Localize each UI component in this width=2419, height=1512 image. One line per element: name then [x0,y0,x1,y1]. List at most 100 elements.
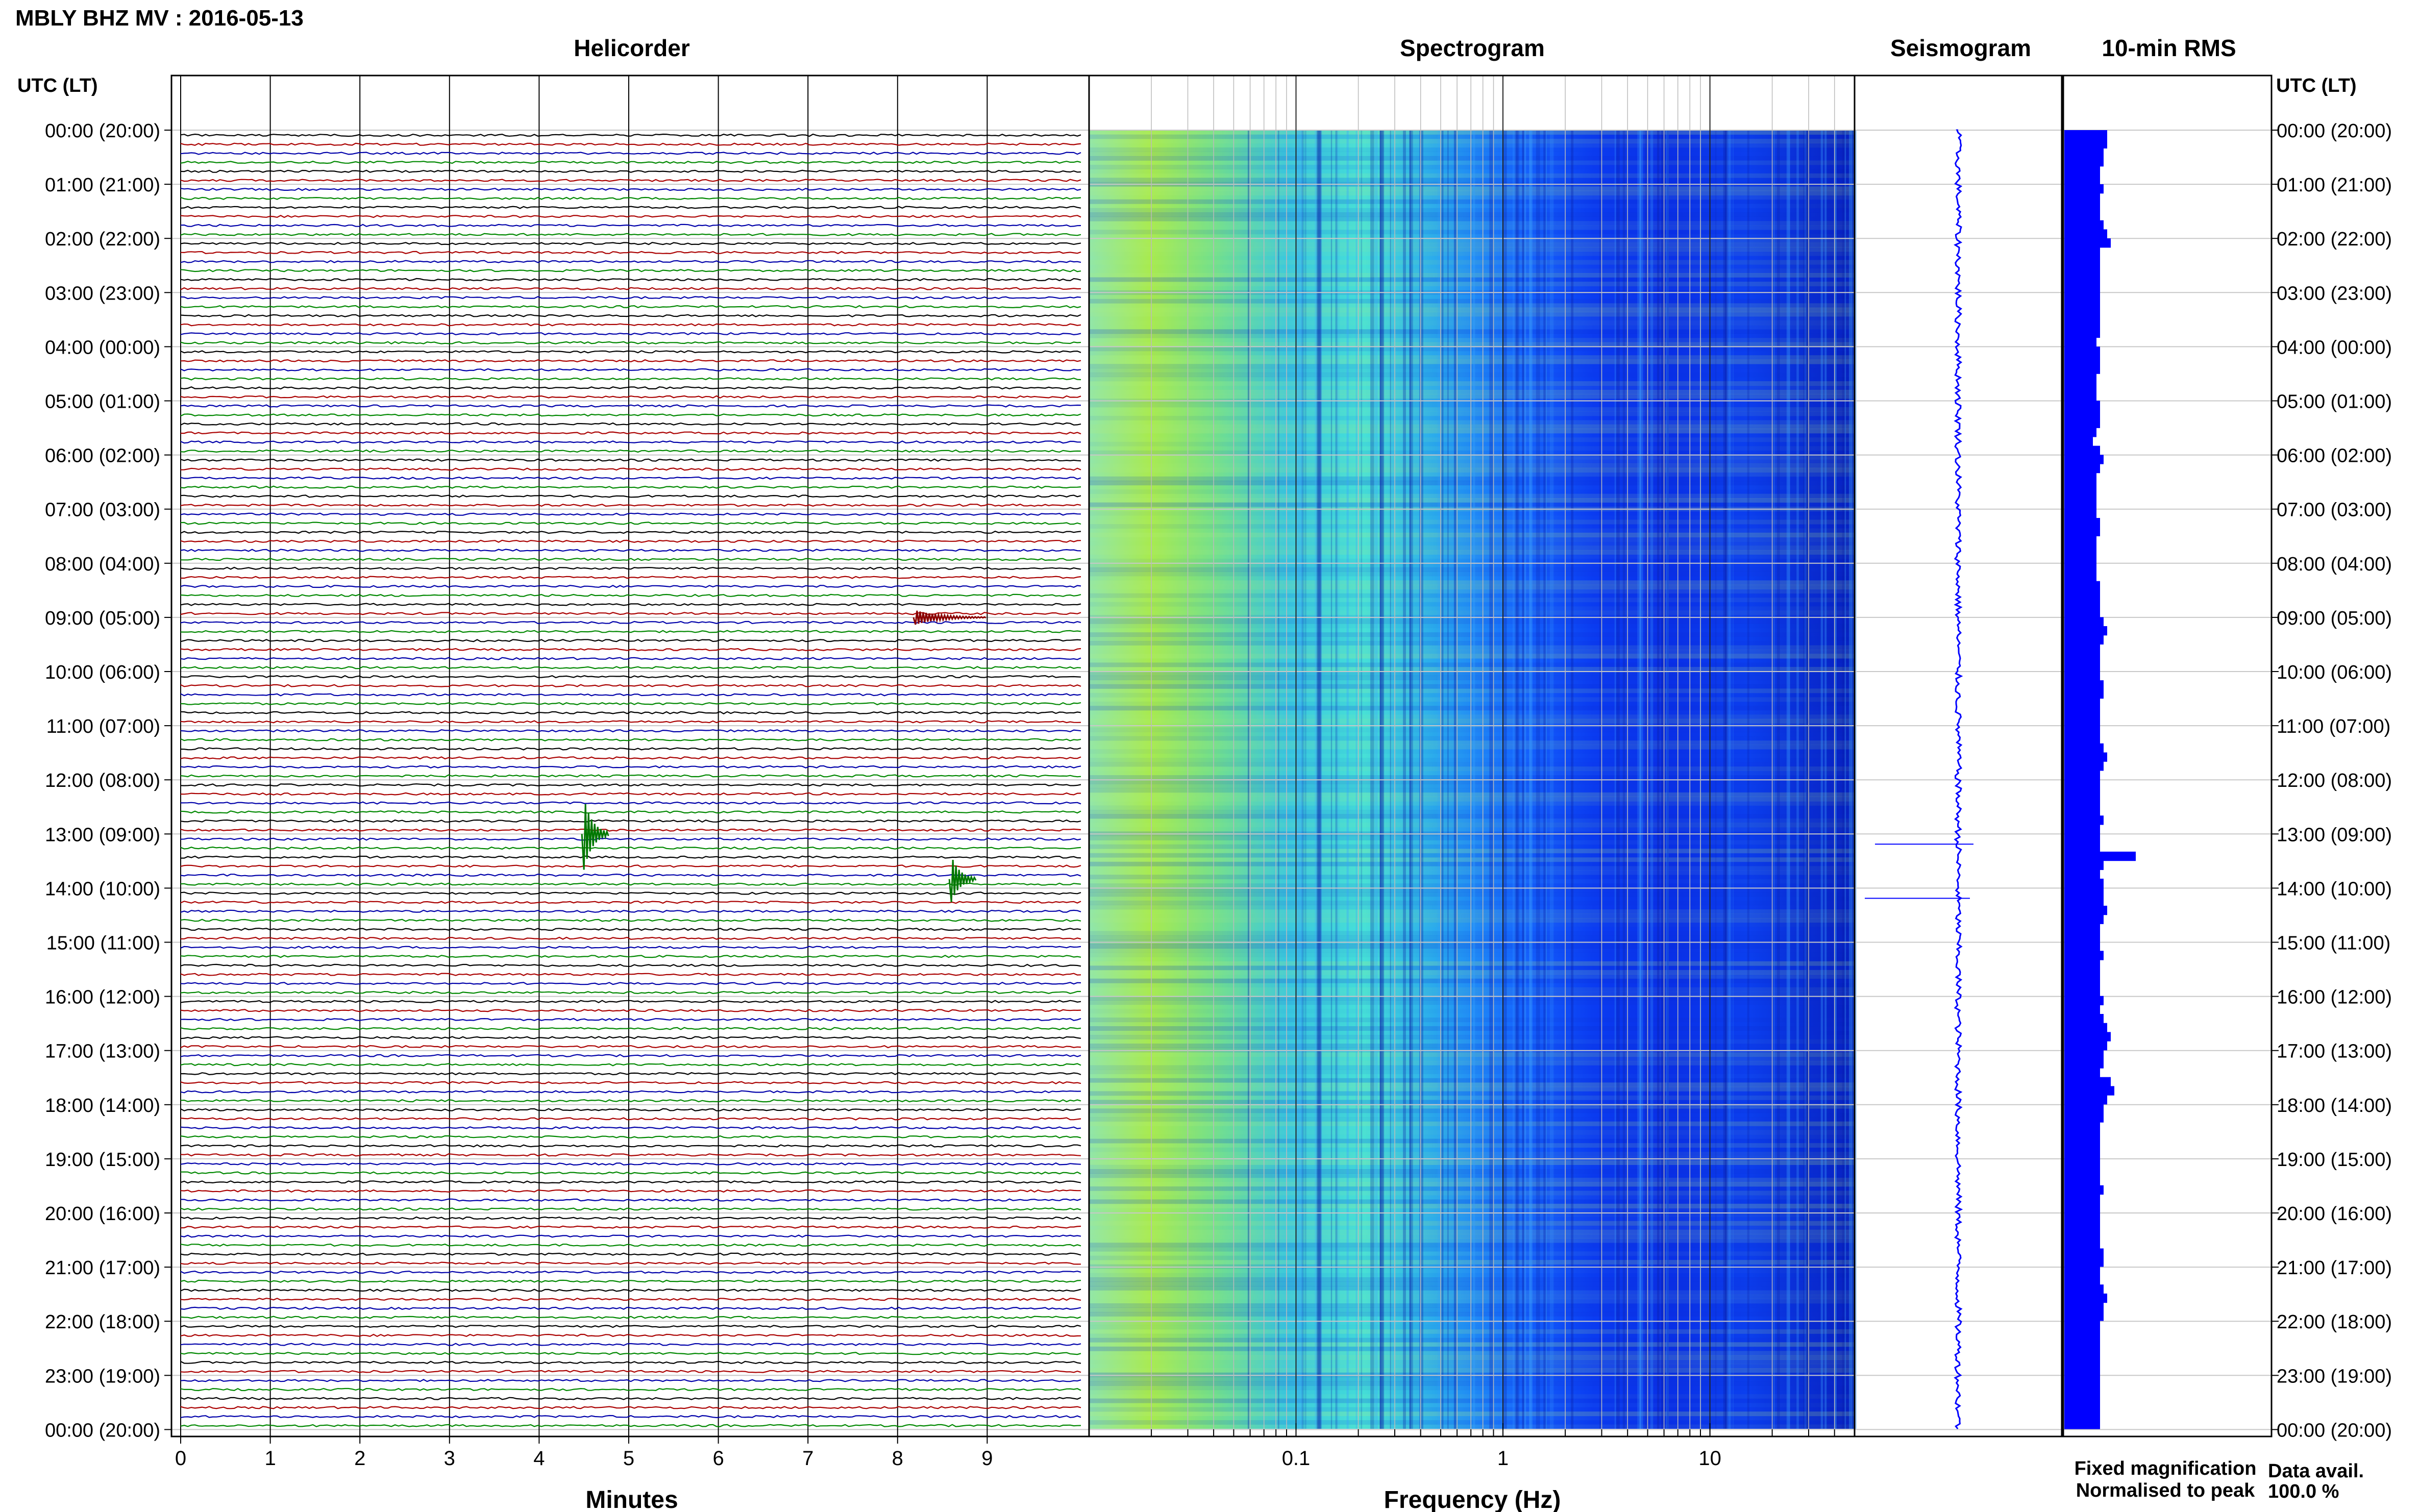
data-availability-label: Data avail. [2268,1460,2364,1482]
rms-bar [2064,1005,2100,1014]
helicorder-trace [180,792,1081,796]
rms-bar [2064,428,2096,437]
spectrogram-row-band [1089,1316,1855,1321]
spectrogram-row-band [1089,996,1855,1001]
spectrogram-row-band [1089,515,1855,520]
spectrogram-row-band [1089,143,1855,148]
spectrogram-row-band [1089,1112,1855,1118]
helicorder-trace [180,1415,1081,1419]
helicorder-trace [180,819,1081,823]
spectrogram-row-band [1089,714,1855,720]
rms-bar [2064,1230,2100,1240]
spectrogram-row-band [1089,251,1855,256]
helicorder-trace [180,476,1081,480]
spectrogram-row-band [1089,394,1855,399]
spectrogram-row-band [1089,1281,1855,1286]
spectrogram-row-band [1089,364,1855,369]
helicorder-trace [180,160,1081,164]
spectrogram-row-band [1089,1364,1855,1369]
rms-bar [2064,626,2107,636]
helicorder-trace [180,801,1081,805]
spectrogram-row-band [1089,450,1855,455]
spectrogram-row-band [1089,736,1855,741]
spectrogram-row-band [1089,1000,1855,1005]
rms-bar [2064,914,2104,924]
spectrogram-row-band [1089,909,1855,914]
helicorder-trace [180,152,1081,155]
spectrogram-row-band [1089,377,1855,382]
spectrogram-row-band [1089,346,1855,352]
helicorder-trace [180,395,1081,399]
spectrogram-row-band [1089,320,1855,326]
spectrogram-row-band [1089,1208,1855,1213]
spectrogram-row-band [1089,1269,1855,1273]
spectrogram-row-band [1089,273,1855,278]
rms-bar [2064,1059,2104,1069]
spectrogram-row-band [1089,420,1855,425]
axes-layer [164,75,2279,1444]
left-time-axis-label: UTC (LT) [17,75,98,96]
helicorder-trace [180,1153,1081,1157]
spectrogram-row-band [1089,754,1855,758]
spectrogram-row-band [1089,294,1855,299]
rms-bar [2064,509,2096,518]
helicorder-trace [180,828,1081,832]
helicorder-trace [180,196,1081,200]
right-time-tick-label: 07:00 (03:00) [2277,500,2392,521]
spectrogram-row-band [1089,1368,1855,1373]
helicorder-trace [180,1018,1081,1022]
spectrogram-row-band [1089,424,1855,429]
spectrogram-row-band [1089,918,1855,923]
spectrogram-row-band [1089,1143,1855,1148]
spectrogram-row-band [1089,814,1855,819]
spectrogram-row-band [1089,225,1855,230]
spectrogram-row-band [1089,1372,1855,1377]
spectrogram-row-band [1089,411,1855,416]
legend-normalised-to-peak: Normalised to peak [2076,1480,2255,1501]
rms-bar [2064,779,2100,789]
left-time-tick-label: 20:00 (16:00) [45,1203,160,1225]
helicorder-trace [180,1424,1081,1427]
rms-bar [2064,1041,2107,1051]
spectrogram-row-band [1089,1005,1855,1009]
helicorder-trace [180,684,1081,687]
spectrogram-row-band [1089,702,1855,706]
helicorder-trace [180,873,1081,877]
spectrogram-row-band [1089,866,1855,871]
right-time-tick-label: 06:00 (02:00) [2277,445,2392,467]
spectrogram-row-band [1089,931,1855,936]
helicorder-trace [180,693,1081,697]
rms-bar [2064,1104,2104,1114]
spectrogram-row-band [1089,797,1855,802]
rms-bar [2064,617,2104,627]
spectrogram-row-band [1089,190,1855,195]
spectrogram-row-band [1089,784,1855,788]
spectrogram-row-band [1089,230,1855,235]
spectrogram-row-band [1089,1148,1855,1152]
spectrogram-row-band [1089,853,1855,858]
right-time-tick-label: 22:00 (18:00) [2277,1311,2392,1333]
spectrogram-row-band [1089,130,1855,135]
left-time-tick-label: 13:00 (09:00) [45,824,160,846]
rms-bar [2064,1023,2107,1032]
left-time-tick-label: 09:00 (05:00) [45,608,160,629]
rms-bar [2064,870,2100,879]
helicorder-trace [180,756,1081,760]
rms-bar [2064,842,2100,852]
helicorder-trace [180,1306,1081,1310]
spectrogram-row-band [1089,1411,1855,1417]
right-time-tick-label: 01:00 (21:00) [2277,175,2392,196]
rms-bar [2064,1086,2114,1096]
rms-bar [2064,698,2100,708]
helicorder-trace [180,1117,1081,1121]
rms-bar [2064,391,2096,401]
spectrogram-row-band [1089,1044,1855,1048]
rms-bar [2064,1293,2107,1303]
spectrogram-row-band [1089,879,1855,884]
spectrogram-row-band [1089,718,1855,724]
spectrogram-row-band [1089,818,1855,823]
helicorder-trace [180,946,1081,949]
rms-bar [2064,969,2100,978]
rms-bar [2064,752,2107,762]
rms-bar [2064,653,2100,663]
